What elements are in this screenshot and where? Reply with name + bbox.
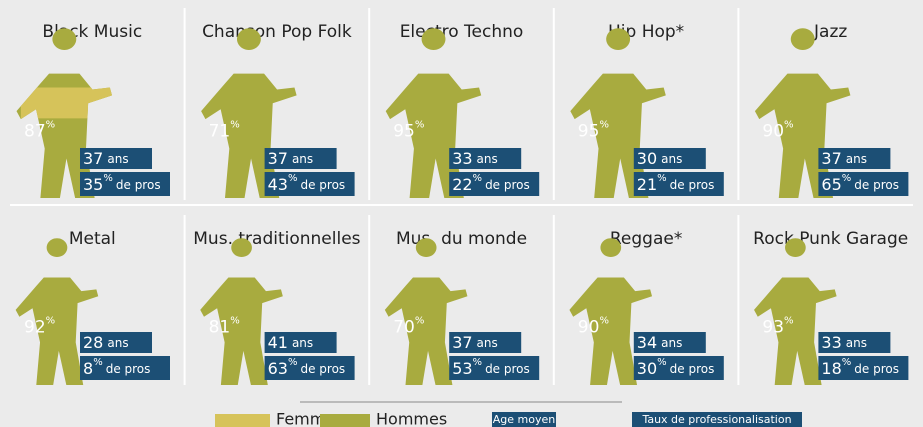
pros-value: 21	[637, 175, 657, 194]
pros-unit: de pros	[854, 362, 899, 376]
men-pct-value: 70	[393, 317, 415, 337]
age-unit: ans	[846, 152, 867, 166]
percent-sign: %	[599, 315, 609, 326]
pros-value: 18	[821, 359, 841, 378]
men-pct-value: 93	[762, 317, 784, 337]
age-unit: ans	[107, 152, 128, 166]
pros-value: 65	[821, 175, 841, 194]
genre-title: Electro Techno	[400, 22, 524, 42]
men-pct-value: 95	[393, 121, 415, 141]
pros-unit: de pros	[854, 178, 899, 192]
pros-value: 30	[637, 359, 657, 378]
pros-unit: de pros	[670, 362, 715, 376]
percent-sign: %	[599, 119, 609, 130]
legend-swatch-women	[215, 414, 270, 427]
legend-age: Age moyen	[493, 413, 555, 426]
men-pct-value: 81	[209, 317, 231, 337]
pros-unit: de pros	[300, 178, 345, 192]
percent-sign: %	[784, 315, 794, 326]
percent-sign: %	[103, 173, 113, 184]
age-value: 41	[268, 333, 288, 352]
percent-sign: %	[842, 173, 852, 184]
pros-value: 63	[268, 359, 288, 378]
age-value: 33	[821, 333, 841, 352]
pros-value: 53	[452, 359, 472, 378]
age-value: 37	[821, 149, 841, 168]
age-value: 37	[268, 149, 288, 168]
age-value: 37	[452, 333, 472, 352]
pros-unit: de pros	[300, 362, 345, 376]
men-pct-value: 71	[209, 121, 231, 141]
pros-value: 22	[452, 175, 472, 194]
genre-title: Chanson Pop Folk	[202, 22, 352, 42]
genre-title: Mus. traditionnelles	[193, 229, 360, 249]
pros-value: 35	[83, 175, 103, 194]
legend-pro: Taux de professionalisation	[641, 413, 791, 426]
percent-sign: %	[415, 315, 425, 326]
age-unit: ans	[292, 152, 313, 166]
age-unit: ans	[846, 336, 867, 350]
percent-sign: %	[288, 173, 298, 184]
percent-sign: %	[415, 119, 425, 130]
genre-title: Metal	[69, 229, 116, 249]
percent-sign: %	[46, 119, 56, 130]
men-pct-value: 90	[762, 121, 784, 141]
men-pct-value: 87	[24, 121, 46, 141]
age-unit: ans	[661, 152, 682, 166]
pros-unit: de pros	[485, 178, 530, 192]
legend-men: Hommes	[376, 410, 447, 427]
percent-sign: %	[93, 357, 103, 368]
men-pct-value: 92	[24, 317, 46, 337]
percent-sign: %	[230, 315, 240, 326]
pros-unit: de pros	[116, 178, 161, 192]
percent-sign: %	[842, 357, 852, 368]
genre-title: Jazz	[813, 22, 847, 42]
percent-sign: %	[657, 173, 667, 184]
pros-unit: de pros	[106, 362, 151, 376]
age-unit: ans	[661, 336, 682, 350]
age-value: 34	[637, 333, 657, 352]
pros-value: 8	[83, 359, 93, 378]
men-pct-value: 95	[578, 121, 600, 141]
age-value: 33	[452, 149, 472, 168]
legend-swatch-men	[320, 414, 370, 427]
genre-title: Rock Punk Garage	[753, 229, 908, 249]
age-unit: ans	[477, 152, 498, 166]
percent-sign: %	[473, 173, 483, 184]
percent-sign: %	[288, 357, 298, 368]
age-value: 37	[83, 149, 103, 168]
percent-sign: %	[784, 119, 794, 130]
age-unit: ans	[107, 336, 128, 350]
percent-sign: %	[657, 357, 667, 368]
percent-sign: %	[230, 119, 240, 130]
age-value: 28	[83, 333, 103, 352]
pros-unit: de pros	[485, 362, 530, 376]
pros-value: 43	[268, 175, 288, 194]
age-unit: ans	[477, 336, 498, 350]
genre-title: Mus. du monde	[396, 229, 527, 249]
percent-sign: %	[46, 315, 56, 326]
infographic: Femmes Hommes Age moyen Taux de professi…	[0, 0, 923, 427]
percent-sign: %	[473, 357, 483, 368]
age-unit: ans	[292, 336, 313, 350]
men-pct-value: 90	[578, 317, 600, 337]
age-value: 30	[637, 149, 657, 168]
pros-unit: de pros	[670, 178, 715, 192]
